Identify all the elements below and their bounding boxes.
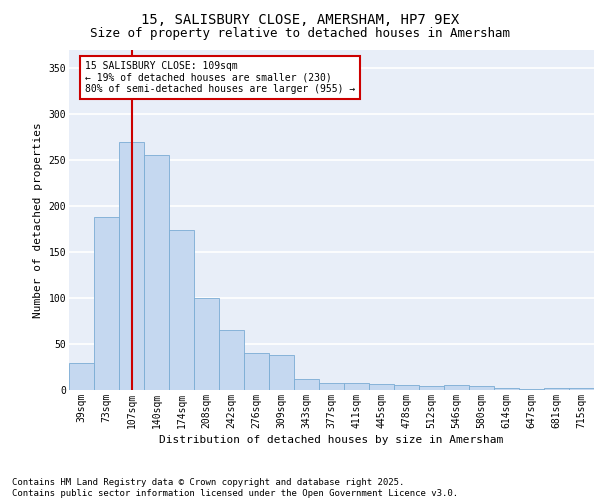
Bar <box>294 379 319 390</box>
Bar <box>119 142 144 390</box>
Bar <box>519 389 544 390</box>
Text: 15 SALISBURY CLOSE: 109sqm
← 19% of detached houses are smaller (230)
80% of sem: 15 SALISBURY CLOSE: 109sqm ← 19% of deta… <box>85 61 355 94</box>
Text: Contains HM Land Registry data © Crown copyright and database right 2025.
Contai: Contains HM Land Registry data © Crown c… <box>12 478 458 498</box>
Bar <box>394 386 419 390</box>
Bar <box>369 384 394 390</box>
Bar <box>494 388 519 390</box>
Bar <box>444 386 469 390</box>
Y-axis label: Number of detached properties: Number of detached properties <box>33 122 43 318</box>
Bar <box>244 353 269 390</box>
Bar <box>69 364 94 390</box>
Bar <box>569 388 594 390</box>
X-axis label: Distribution of detached houses by size in Amersham: Distribution of detached houses by size … <box>160 435 503 445</box>
Bar <box>194 298 219 390</box>
Bar <box>344 382 369 390</box>
Bar <box>544 388 569 390</box>
Bar <box>144 155 169 390</box>
Bar <box>219 330 244 390</box>
Text: 15, SALISBURY CLOSE, AMERSHAM, HP7 9EX: 15, SALISBURY CLOSE, AMERSHAM, HP7 9EX <box>141 12 459 26</box>
Bar <box>419 386 444 390</box>
Bar <box>169 230 194 390</box>
Bar <box>469 386 494 390</box>
Bar <box>269 355 294 390</box>
Text: Size of property relative to detached houses in Amersham: Size of property relative to detached ho… <box>90 28 510 40</box>
Bar <box>94 217 119 390</box>
Bar <box>319 382 344 390</box>
